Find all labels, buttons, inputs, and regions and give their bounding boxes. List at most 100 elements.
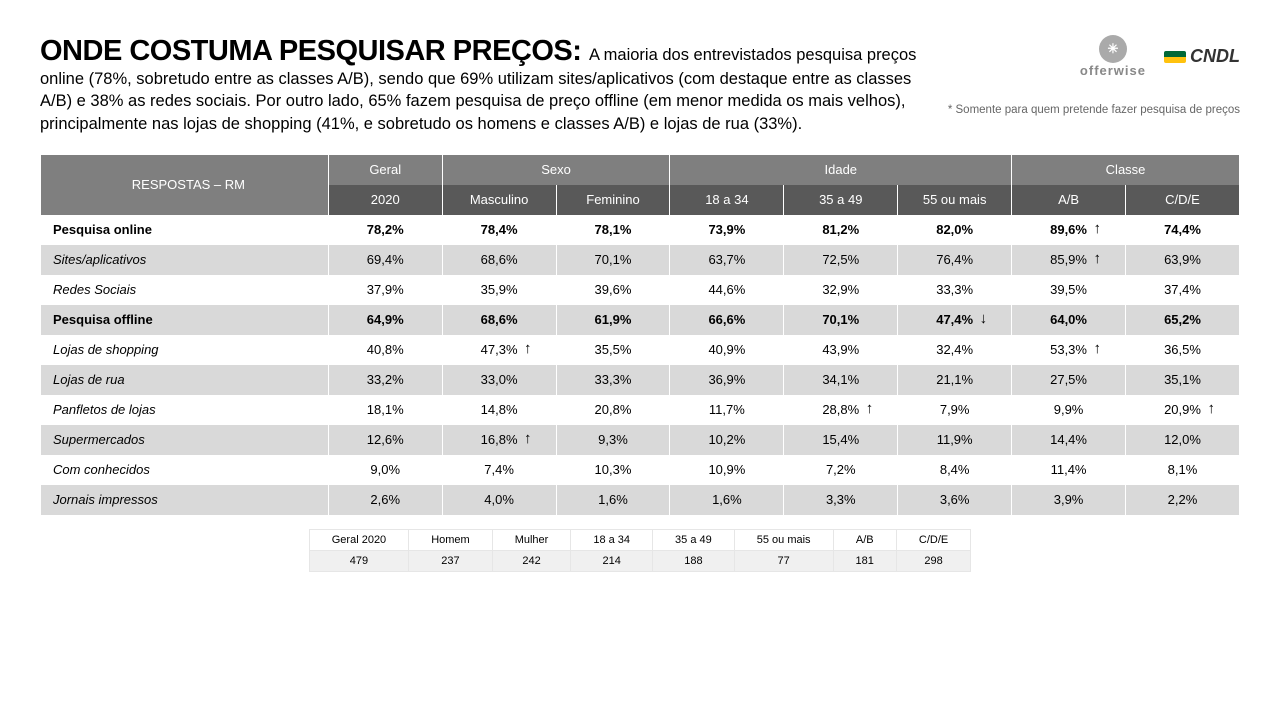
data-cell: 61,9% [556,305,670,335]
group-header: Idade [670,155,1012,185]
base-header: Geral 2020 [309,529,408,550]
cndl-logo: CNDL [1164,46,1240,67]
data-cell: 1,6% [670,485,784,515]
base-header: C/D/E [896,529,970,550]
group-header: Geral [328,155,442,185]
corner-header: RESPOSTAS – RM [41,155,329,215]
data-cell: 3,3% [784,485,898,515]
data-cell: 15,4% [784,425,898,455]
base-value: 242 [492,550,571,571]
base-header: 18 a 34 [571,529,653,550]
table-row: Lojas de shopping40,8%47,3%35,5%40,9%43,… [41,335,1240,365]
table-row: Redes Sociais37,9%35,9%39,6%44,6%32,9%33… [41,275,1240,305]
base-value: 214 [571,550,653,571]
data-cell: 14,4% [1012,425,1126,455]
base-header: Homem [409,529,493,550]
data-cell: 73,9% [670,215,784,245]
flag-icon [1164,51,1186,63]
base-header: 35 a 49 [653,529,735,550]
data-cell: 32,9% [784,275,898,305]
base-value: 479 [309,550,408,571]
base-value: 298 [896,550,970,571]
table-row: Com conhecidos9,0%7,4%10,3%10,9%7,2%8,4%… [41,455,1240,485]
sub-header: 55 ou mais [898,185,1012,215]
base-value-row: 47923724221418877181298 [309,550,971,571]
data-cell: 2,2% [1126,485,1240,515]
table-row: Pesquisa online78,2%78,4%78,1%73,9%81,2%… [41,215,1240,245]
data-cell: 72,5% [784,245,898,275]
row-label: Jornais impressos [41,485,329,515]
offerwise-logo: ✳ offerwise [1080,35,1146,78]
table-row: Panfletos de lojas18,1%14,8%20,8%11,7%28… [41,395,1240,425]
data-table: RESPOSTAS – RM Geral Sexo Idade Classe 2… [40,155,1240,515]
data-cell: 69,4% [328,245,442,275]
data-cell: 12,0% [1126,425,1240,455]
data-cell: 74,4% [1126,215,1240,245]
data-cell: 9,3% [556,425,670,455]
data-cell: 78,1% [556,215,670,245]
sub-header: 18 a 34 [670,185,784,215]
data-cell: 89,6% [1012,215,1126,245]
base-value: 188 [653,550,735,571]
data-cell: 20,8% [556,395,670,425]
data-cell: 37,9% [328,275,442,305]
data-cell: 40,8% [328,335,442,365]
data-cell: 32,4% [898,335,1012,365]
sub-header: A/B [1012,185,1126,215]
data-cell: 33,3% [556,365,670,395]
data-cell: 16,8% [442,425,556,455]
row-label: Lojas de rua [41,365,329,395]
data-cell: 66,6% [670,305,784,335]
data-cell: 78,4% [442,215,556,245]
table-body: Pesquisa online78,2%78,4%78,1%73,9%81,2%… [41,215,1240,515]
data-cell: 2,6% [328,485,442,515]
base-value: 181 [833,550,896,571]
data-cell: 68,6% [442,305,556,335]
data-cell: 7,4% [442,455,556,485]
row-label: Supermercados [41,425,329,455]
data-cell: 44,6% [670,275,784,305]
base-header: A/B [833,529,896,550]
data-cell: 70,1% [784,305,898,335]
row-label: Lojas de shopping [41,335,329,365]
title-block: ONDE COSTUMA PESQUISAR PREÇOS: A maioria… [40,35,933,135]
row-label: Sites/aplicativos [41,245,329,275]
data-cell: 8,4% [898,455,1012,485]
data-cell: 3,9% [1012,485,1126,515]
row-label: Com conhecidos [41,455,329,485]
globe-icon: ✳ [1099,35,1127,63]
data-cell: 81,2% [784,215,898,245]
base-value: 77 [734,550,833,571]
data-cell: 78,2% [328,215,442,245]
data-cell: 21,1% [898,365,1012,395]
data-cell: 64,0% [1012,305,1126,335]
sub-header: 2020 [328,185,442,215]
data-cell: 40,9% [670,335,784,365]
data-cell: 47,3% [442,335,556,365]
data-cell: 28,8% [784,395,898,425]
data-cell: 35,1% [1126,365,1240,395]
page-title: ONDE COSTUMA PESQUISAR PREÇOS: [40,35,589,67]
data-cell: 11,4% [1012,455,1126,485]
sub-header: C/D/E [1126,185,1240,215]
data-cell: 35,9% [442,275,556,305]
base-header-row: Geral 2020HomemMulher18 a 3435 a 4955 ou… [309,529,971,550]
data-cell: 4,0% [442,485,556,515]
row-label: Pesquisa offline [41,305,329,335]
table-row: Lojas de rua33,2%33,0%33,3%36,9%34,1%21,… [41,365,1240,395]
data-cell: 64,9% [328,305,442,335]
table-row: Jornais impressos2,6%4,0%1,6%1,6%3,3%3,6… [41,485,1240,515]
data-cell: 65,2% [1126,305,1240,335]
data-cell: 76,4% [898,245,1012,275]
cndl-label: CNDL [1190,46,1240,67]
base-table: Geral 2020HomemMulher18 a 3435 a 4955 ou… [309,529,972,572]
data-cell: 36,9% [670,365,784,395]
data-cell: 39,6% [556,275,670,305]
data-cell: 10,9% [670,455,784,485]
data-cell: 37,4% [1126,275,1240,305]
table-row: Sites/aplicativos69,4%68,6%70,1%63,7%72,… [41,245,1240,275]
data-cell: 11,7% [670,395,784,425]
data-cell: 35,5% [556,335,670,365]
data-cell: 7,2% [784,455,898,485]
data-cell: 47,4% [898,305,1012,335]
